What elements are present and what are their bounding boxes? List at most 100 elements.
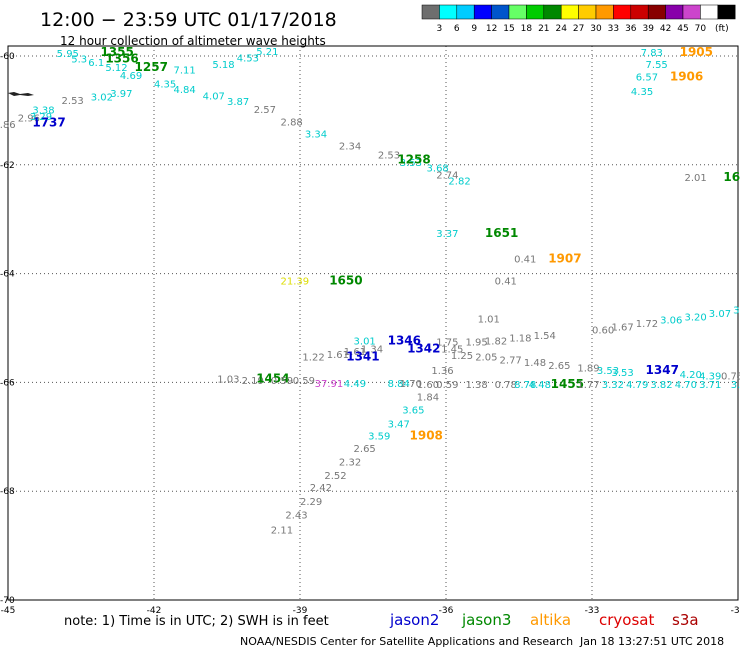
- wave-height-label: 21.39: [281, 276, 310, 287]
- wave-height-label: 1.67: [611, 323, 633, 334]
- wave-height-label: 3.82: [650, 380, 672, 391]
- wave-height-label: 1.84: [417, 392, 439, 403]
- wave-height-label: 3.01: [354, 336, 376, 347]
- wave-height-label: 0.41: [495, 276, 517, 287]
- wave-height-label: 37.91: [315, 379, 344, 390]
- wave-height-label: 3.64: [733, 305, 740, 316]
- pass-time-label: 1651: [485, 226, 518, 240]
- wave-height-label: 1.03: [217, 374, 239, 385]
- wave-height-label: 3.87: [227, 97, 249, 108]
- wave-height-label: 1.18: [509, 334, 531, 345]
- colorbar-swatch: [647, 4, 666, 20]
- wave-height-label: 2.19: [242, 376, 264, 387]
- wave-height-label: 3.37: [436, 229, 458, 240]
- wave-height-label: 0.59: [436, 380, 458, 391]
- pass-time-label: 1908: [410, 429, 443, 443]
- wave-height-label: 4.79: [626, 380, 648, 391]
- wave-height-label: 3.29: [30, 112, 52, 123]
- lat-lon-grid: -60 -62 -64 -66 -68 -70-45 -42 -39 -36 -33 -30: [0, 46, 740, 616]
- wave-height-label: 6.57: [636, 72, 658, 83]
- colorbar-label: 21: [538, 24, 549, 34]
- colorbar-legend: 3 6 9 12 15 18 21 24 27 30 33 36 39 42 45 70 (ft): [421, 4, 736, 34]
- wave-height-label: 2.01: [684, 173, 706, 184]
- wave-height-label: 5.21: [256, 47, 278, 58]
- pass-time-label: 1355: [100, 45, 133, 59]
- wave-height-label: 2.42: [310, 483, 332, 494]
- colorbar-swatch: [665, 4, 684, 20]
- colorbar-label: 12: [486, 24, 497, 34]
- satellite-name-altika: altika: [530, 611, 571, 629]
- wave-height-label: 1.45: [441, 344, 463, 355]
- wave-height-label: 2.88: [281, 118, 303, 129]
- colorbar-swatch: [439, 4, 458, 20]
- satellite-name-s3a: s3a: [672, 611, 699, 629]
- colorbar-swatch: [456, 4, 475, 20]
- wave-height-label: 4.69: [120, 71, 142, 82]
- wave-height-label: 0.75: [721, 372, 740, 383]
- colorbar-swatch: [543, 4, 562, 20]
- wave-height-label: 1.25: [451, 351, 473, 362]
- colorbar-label: 6: [454, 24, 460, 34]
- wave-height-label: 1.54: [534, 331, 556, 342]
- lon-tick-label: -36: [439, 606, 454, 616]
- wave-height-label: 5.3: [71, 55, 87, 66]
- colorbar-swatch: [682, 4, 701, 20]
- wave-height-label: 3.47: [388, 420, 410, 431]
- colorbar-swatch: [526, 4, 545, 20]
- colorbar-label: 27: [573, 24, 584, 34]
- colorbar-label: 3: [437, 24, 443, 34]
- wave-height-label: 0.59: [271, 376, 293, 387]
- pass-time-label: 1907: [548, 252, 581, 266]
- colorbar-label: 18: [521, 24, 533, 34]
- colorbar-swatch: [473, 4, 492, 20]
- colorbar-swatch: [508, 4, 527, 20]
- wave-height-label: 3.32: [602, 380, 624, 391]
- wave-height-label: 1.70: [400, 379, 422, 390]
- wave-height-label: 3.71: [699, 380, 721, 391]
- satellite-name-jason3: jason3: [461, 611, 511, 629]
- pass-time-label: 1341: [346, 350, 379, 364]
- lon-tick-label: -39: [293, 606, 308, 616]
- lon-tick-label: -30: [731, 606, 740, 616]
- pass-time-label: 1737: [32, 116, 65, 130]
- wave-height-label: 2.29: [300, 497, 322, 508]
- wave-height-label: 0.78: [495, 380, 517, 391]
- wave-height-label: 1.01: [478, 315, 500, 326]
- map-title: 12:00 − 23:59 UTC 01/17/2018: [40, 9, 337, 31]
- wave-height-label: 2.65: [354, 444, 376, 455]
- lon-tick-label: -45: [1, 606, 16, 616]
- wave-height-label: 4.20: [680, 370, 702, 381]
- colorbar-unit: (ft): [715, 24, 729, 34]
- footnote: note: 1) Time is in UTC; 2) SWH is in fe…: [64, 614, 329, 629]
- wave-height-label: 2.65: [548, 361, 570, 372]
- pass-time-label: 1906: [670, 69, 703, 83]
- colorbar-label: 9: [471, 24, 477, 34]
- pass-time-label: 1342: [407, 341, 440, 355]
- wave-height-label: 4.35: [154, 80, 176, 91]
- colorbar-swatch: [717, 4, 736, 20]
- wave-height-label: 4.35: [631, 87, 653, 98]
- pass-time-label: 1257: [135, 60, 168, 74]
- wave-height-label: 2.52: [324, 471, 346, 482]
- wave-height-label: 2.96: [18, 113, 40, 124]
- wave-height-label: 2.57: [254, 105, 276, 116]
- wave-height-label: 3.68: [427, 163, 449, 174]
- pass-time-label: 1356: [105, 52, 138, 66]
- wave-height-label: 1.38: [465, 380, 487, 391]
- wave-height-label: 1.75: [436, 337, 458, 348]
- colorbar-swatch: [421, 4, 440, 20]
- wave-height-label: 3.53: [597, 366, 619, 377]
- wave-height-label: 3.06: [660, 316, 682, 327]
- wave-height-label: 1.61: [344, 347, 366, 358]
- wave-height-label: 4.53: [237, 53, 259, 64]
- wave-height-label: 1.61: [327, 350, 349, 361]
- wave-height-label: 1.72: [636, 319, 658, 330]
- wave-height-label: 4.84: [173, 85, 195, 96]
- wave-height-label: 2.11: [271, 526, 293, 537]
- pass-time-label: 1454: [256, 371, 289, 385]
- lat-tick-label: -64: [0, 270, 15, 280]
- wave-height-label: 2.82: [448, 176, 470, 187]
- wave-height-label: 2.34: [339, 142, 361, 153]
- lat-tick-label: -60: [0, 52, 15, 62]
